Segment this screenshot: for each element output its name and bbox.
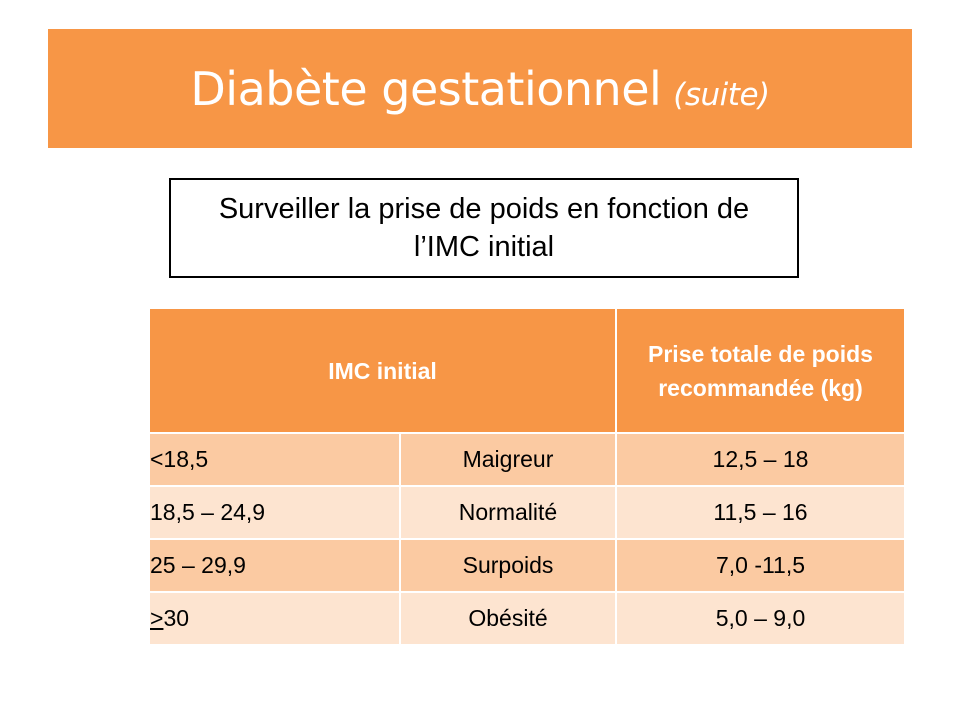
callout-box: Surveiller la prise de poids en fonction… <box>169 178 799 278</box>
imc-prefix: > <box>150 605 164 631</box>
table-row: >30 Obésité 5,0 – 9,0 <box>148 591 906 646</box>
imc-range-cell: 18,5 – 24,9 <box>148 485 401 540</box>
table-header-row: IMC initial Prise totale de poids recomm… <box>148 307 906 434</box>
imc-value: 30 <box>163 605 190 631</box>
table-row: 18,5 – 24,9 Normalité 11,5 – 16 <box>148 485 906 540</box>
table-row: 25 – 29,9 Surpoids 7,0 -11,5 <box>148 538 906 593</box>
imc-value: 25 – 29,9 <box>150 552 246 578</box>
header-imc-initial: IMC initial <box>148 307 617 434</box>
callout-text: Surveiller la prise de poids en fonction… <box>218 193 750 263</box>
title-banner: Diabète gestationnel (suite) <box>48 29 912 148</box>
imc-range-cell: <18,5 <box>148 432 401 487</box>
table-row: <18,5 Maigreur 12,5 – 18 <box>148 432 906 487</box>
category-cell: Maigreur <box>399 432 617 487</box>
imc-range-cell: 25 – 29,9 <box>148 538 401 593</box>
slide-title-main: Diabète gestationnel <box>190 61 662 116</box>
slide-title: Diabète gestationnel (suite) <box>190 66 770 113</box>
slide-title-suffix: (suite) <box>673 76 770 113</box>
imc-value: 18,5 – 24,9 <box>150 499 266 525</box>
bmi-weight-gain-table: IMC initial Prise totale de poids recomm… <box>148 307 906 646</box>
imc-range-cell: >30 <box>148 591 401 646</box>
weight-gain-cell: 11,5 – 16 <box>615 485 906 540</box>
header-weight-gain: Prise totale de poids recommandée (kg) <box>615 307 906 434</box>
weight-gain-cell: 5,0 – 9,0 <box>615 591 906 646</box>
weight-gain-cell: 7,0 -11,5 <box>615 538 906 593</box>
category-cell: Surpoids <box>399 538 617 593</box>
imc-value: <18,5 <box>150 446 209 472</box>
weight-gain-cell: 12,5 – 18 <box>615 432 906 487</box>
category-cell: Normalité <box>399 485 617 540</box>
category-cell: Obésité <box>399 591 617 646</box>
